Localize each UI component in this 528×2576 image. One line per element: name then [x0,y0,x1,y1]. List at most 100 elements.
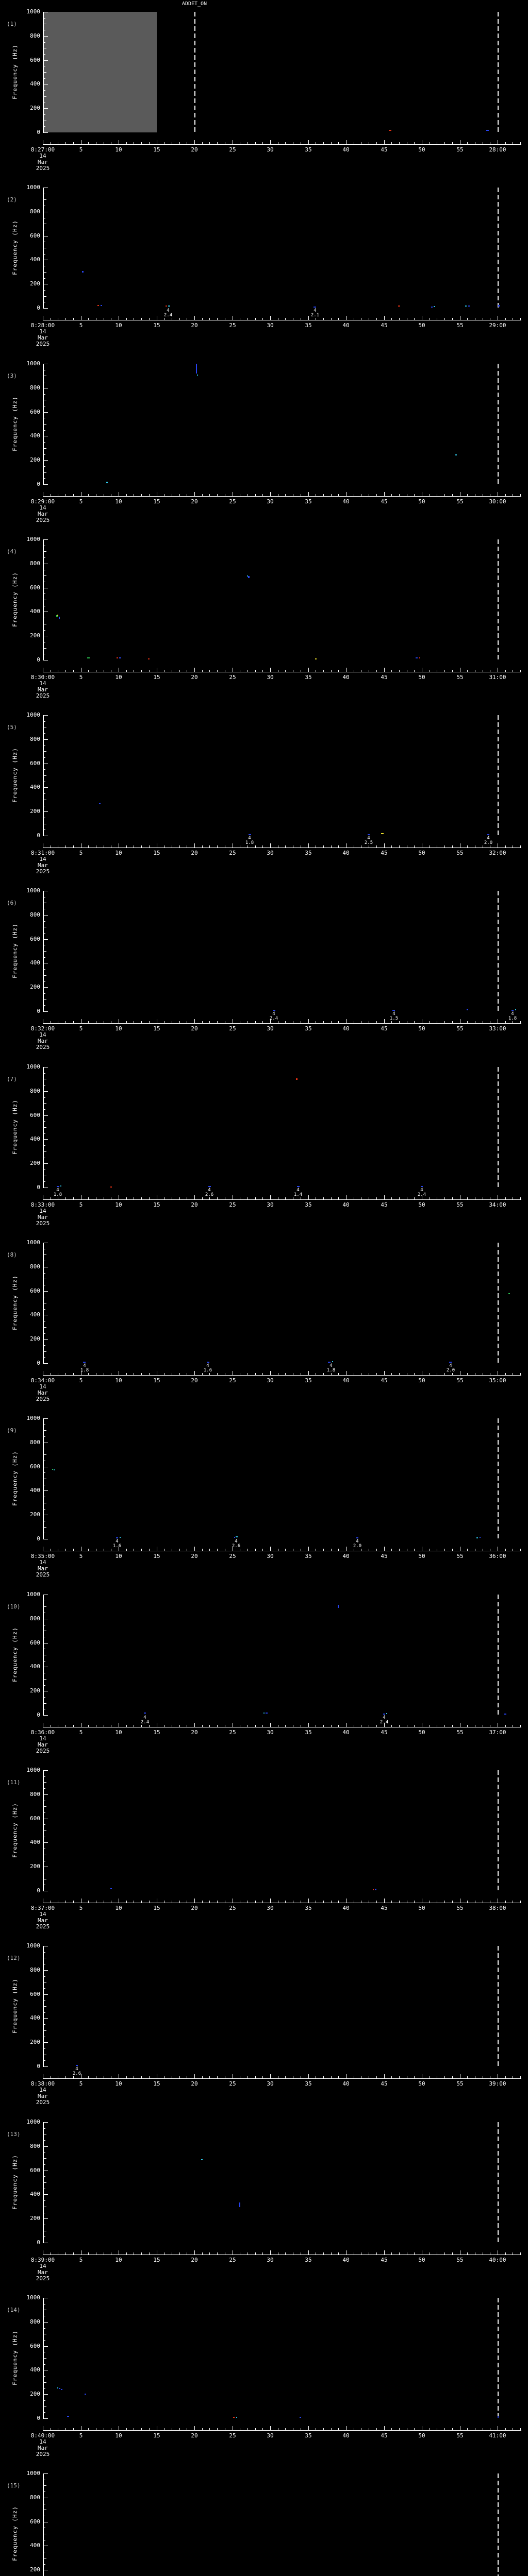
frequency-axis-label: Frequency (Hz) [11,923,19,978]
x-axis-tick [414,1021,415,1023]
x-tick-label: 55 [456,1025,464,1032]
y-tick-label: 400 [30,959,40,966]
frequency-axis-label: Frequency (Hz) [11,1275,19,1330]
x-tick-label: 45 [381,674,388,681]
x-axis-tick [399,318,400,320]
y-tick-label: 800 [30,208,40,215]
x-tick-label: 35 [305,1201,312,1208]
event-annotation-count: 4 [83,1363,86,1368]
detection-marker [58,2388,60,2389]
x-tick-label: 30 [267,2432,274,2439]
x-axis-tick [323,142,324,144]
y-axis-tick [44,54,45,55]
detection-marker [265,1713,268,1714]
x-axis-tick [126,2428,127,2430]
x-axis-tick [338,1021,339,1023]
detection-marker [208,1185,211,1187]
x-axis-tick [255,1021,256,1023]
y-tick-label: 0 [37,304,40,311]
x-axis-tick [505,1021,506,1023]
x-axis-tick [209,494,210,496]
y-axis-tick [44,1788,45,1789]
spectrogram-panel: 0 200 400 600 800 1000 8:32:00 5 10 15 20 25 30 35 40 4… [0,879,528,1055]
y-axis-tick [44,1606,46,1607]
event-annotation-count: 4 [208,1188,211,1193]
event-annotation-value: 2.6 [232,1544,241,1549]
y-axis-tick [44,448,46,449]
x-axis-tick [73,1197,74,1199]
y-axis-tick [44,2176,45,2177]
y-axis-tick [44,199,46,200]
frequency-axis-label: Frequency (Hz) [11,2506,19,2561]
y-axis-tick [44,2218,48,2219]
detection-marker [148,658,150,659]
y-axis-tick [44,915,48,916]
x-axis-tick [384,2426,385,2430]
x-axis-tick [73,494,74,496]
x-tick-label: 35 [305,1729,312,1736]
x-axis-tick [452,2076,453,2078]
y-tick-label: 600 [30,1112,40,1118]
y-axis-tick [44,472,46,473]
y-axis-tick [44,308,48,309]
date-label: 14 [39,2087,46,2093]
y-axis-tick [44,1005,45,1006]
x-tick-label: 35 [305,322,312,329]
x-axis-tick [308,668,309,672]
detection-marker [52,1468,54,1470]
x-tick-label: 45 [381,850,388,856]
x-tick-label: 5 [79,1201,83,1208]
x-axis-tick [338,1373,339,1375]
x-tick-label: 5 [79,1377,83,1384]
detection-marker [201,2159,203,2160]
date-label: Mar [38,1038,48,1044]
x-axis-tick [209,1549,210,1551]
x-tick-label: 40 [342,1905,350,1911]
detection-marker [272,1009,275,1011]
x-axis-tick [285,1197,286,1199]
x-axis-tick [194,1723,195,1727]
panel-index-label: (7) [7,1076,17,1082]
y-tick-label: 800 [30,32,40,39]
date-label: 2025 [36,868,50,875]
x-axis-tick [202,1901,203,1903]
end-time-label: 39:00 [489,2080,506,2087]
detection-marker [236,2416,238,2418]
x-axis-tick [384,1019,385,1023]
x-tick-label: 10 [115,850,122,856]
x-axis-tick [194,2250,195,2255]
date-label: 14 [39,1383,46,1390]
detection-marker [512,1009,514,1011]
x-axis-tick [209,1197,210,1199]
detection-streak [196,364,197,374]
x-axis-tick [270,1723,271,1727]
x-axis-tick [467,1373,468,1375]
x-axis-tick [323,1197,324,1199]
y-tick-label: 400 [30,2191,40,2197]
x-axis-tick [444,142,445,144]
y-axis-tick [44,72,46,73]
x-axis-tick [376,2076,377,2078]
y-tick-label: 200 [30,808,40,815]
x-axis-tick [73,1021,74,1023]
end-time-label: 35:00 [489,1377,506,1384]
x-axis-tick [73,142,74,144]
y-axis-tick [44,551,46,552]
frequency-axis-label: Frequency (Hz) [11,1978,19,2033]
y-tick-label: 0 [37,1711,40,1718]
y-tick-label: 0 [37,1008,40,1014]
event-annotation-value: 2.0 [446,1368,455,1373]
y-tick-label: 0 [37,2415,40,2421]
y-tick-label: 800 [30,2143,40,2149]
x-axis-tick [376,1373,377,1375]
dashed-marker-line [498,1243,499,1363]
spectrogram-panel: 0 200 400 600 800 1000 8:30:00 5 10 15 20 25 30 35 40 4… [0,528,528,704]
x-axis-tick [126,318,127,320]
x-axis-tick [444,1549,445,1551]
x-tick-label: 45 [381,2080,388,2087]
x-axis-tick [270,1371,271,1375]
dashed-marker-line [498,891,499,1011]
x-axis-tick [444,318,445,320]
x-axis-tick [444,845,445,848]
y-tick-label: 200 [30,2391,40,2397]
